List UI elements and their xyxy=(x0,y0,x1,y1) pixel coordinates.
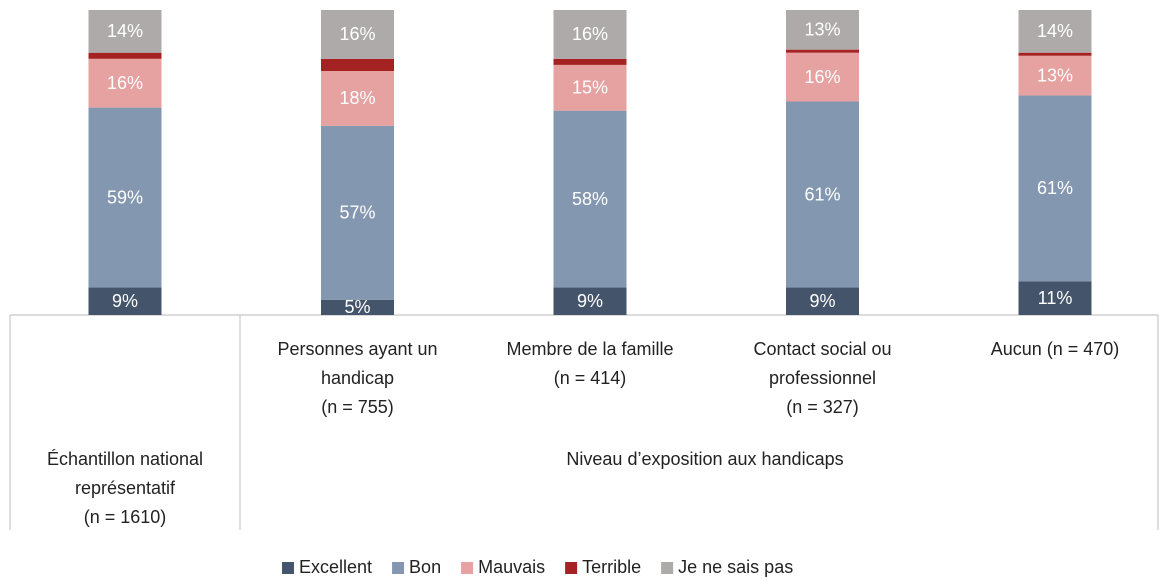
bar-segment xyxy=(553,58,627,65)
legend-label: Terrible xyxy=(582,557,641,577)
bar-segment xyxy=(321,125,394,300)
bar-segment xyxy=(88,10,162,53)
value-label: 11% xyxy=(1038,288,1073,308)
legend-swatch xyxy=(282,562,294,574)
bar-segment xyxy=(88,52,162,59)
value-label: 16% xyxy=(572,24,608,44)
bar-segment xyxy=(321,58,394,71)
bar-segment xyxy=(786,287,859,315)
x-tick-label: représentatif xyxy=(75,478,176,498)
bar-segment xyxy=(553,287,627,315)
value-label: 61% xyxy=(1037,178,1073,198)
bar-segment xyxy=(321,71,394,126)
bar-segment xyxy=(786,101,859,288)
bar-segment xyxy=(321,299,394,315)
legend-swatch xyxy=(461,562,474,574)
x-tick-label: Aucun (n = 470) xyxy=(991,339,1120,359)
bar-segment xyxy=(553,110,627,288)
value-label: 16% xyxy=(339,24,375,44)
bar-segment xyxy=(786,10,859,50)
bar-segment xyxy=(88,107,162,288)
x-tick-label: handicap xyxy=(321,368,394,388)
value-label: 13% xyxy=(804,20,840,40)
legend-swatch xyxy=(661,562,674,574)
x-tick-label: professionnel xyxy=(769,368,876,388)
bar-segment xyxy=(553,64,627,111)
legend-swatch xyxy=(565,562,578,574)
bar-segment xyxy=(88,287,162,315)
x-tick-label: Personnes ayant un xyxy=(277,339,437,359)
value-label: 16% xyxy=(107,73,143,93)
x-tick-label: Échantillon national xyxy=(47,449,203,469)
value-label: 57% xyxy=(339,203,375,223)
x-tick-label: (n = 414) xyxy=(554,368,627,388)
bar-segment xyxy=(786,52,859,102)
value-label: 15% xyxy=(572,78,608,98)
value-label: 18% xyxy=(339,88,375,108)
bar-segment xyxy=(321,10,394,59)
value-label: 5% xyxy=(344,297,370,317)
legend-swatch xyxy=(392,562,405,574)
legend-label: Mauvais xyxy=(478,557,545,577)
value-label: 61% xyxy=(804,184,840,204)
value-label: 13% xyxy=(1037,65,1073,85)
bar-segment xyxy=(1018,95,1092,282)
value-label: 14% xyxy=(107,21,143,41)
bar-segment xyxy=(88,58,162,108)
value-label: 9% xyxy=(577,291,603,311)
x-tick-label: (n = 755) xyxy=(321,397,394,417)
legend-label: Excellent xyxy=(299,557,372,577)
bar-segment xyxy=(1018,281,1092,315)
bar-segment xyxy=(1018,52,1092,56)
bar-segment xyxy=(786,49,859,53)
bar-segment xyxy=(1018,10,1092,53)
value-label: 16% xyxy=(804,67,840,87)
value-label: 59% xyxy=(107,187,143,207)
value-label: 58% xyxy=(572,189,608,209)
legend-label: Bon xyxy=(409,557,441,577)
x-tick-label: (n = 327) xyxy=(786,397,859,417)
legend-label: Je ne sais pas xyxy=(678,557,793,577)
value-label: 9% xyxy=(112,291,138,311)
group-label: Niveau d’exposition aux handicaps xyxy=(566,449,843,469)
bar-segment xyxy=(553,10,627,59)
x-tick-label: (n = 1610) xyxy=(84,507,167,527)
value-label: 14% xyxy=(1037,21,1073,41)
value-label: 9% xyxy=(809,291,835,311)
x-tick-label: Membre de la famille xyxy=(506,339,673,359)
x-tick-label: Contact social ou xyxy=(753,339,891,359)
bar-segment xyxy=(1018,55,1092,96)
